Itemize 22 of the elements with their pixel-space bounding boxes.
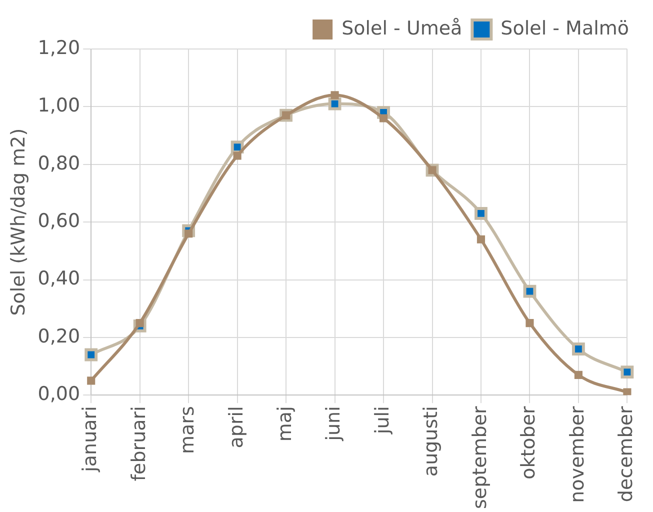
legend-label: Solel - Umeå bbox=[342, 17, 462, 40]
x-tick-label: september bbox=[468, 406, 491, 509]
x-tick-label: januari bbox=[79, 406, 102, 473]
x-tick-label: augusti bbox=[420, 406, 442, 477]
y-tick-label: 1,20 bbox=[38, 36, 80, 59]
x-tick-label: maj bbox=[274, 406, 296, 442]
x-tick-label: juni bbox=[322, 406, 345, 442]
y-tick-label: 1,00 bbox=[38, 94, 80, 117]
y-tick-label: 0,00 bbox=[38, 383, 80, 406]
legend-label: Solel - Malmö bbox=[500, 17, 630, 40]
x-tick-label: juli bbox=[371, 406, 394, 436]
x-tick-label: mars bbox=[176, 406, 199, 454]
y-tick-label: 0,20 bbox=[38, 325, 80, 348]
y-tick-label: 0,60 bbox=[38, 210, 80, 232]
x-tick-label: april bbox=[225, 406, 248, 448]
x-tick-label: oktober bbox=[518, 406, 540, 480]
y-tick-label: 0,80 bbox=[38, 152, 80, 174]
x-tick-label: februari bbox=[128, 406, 150, 482]
y-tick-label: 0,40 bbox=[38, 268, 80, 290]
x-tick-label: november bbox=[566, 406, 588, 503]
y-axis-title: Solel (kWh/dag m2) bbox=[7, 128, 30, 316]
x-tick-label: december bbox=[615, 406, 638, 502]
